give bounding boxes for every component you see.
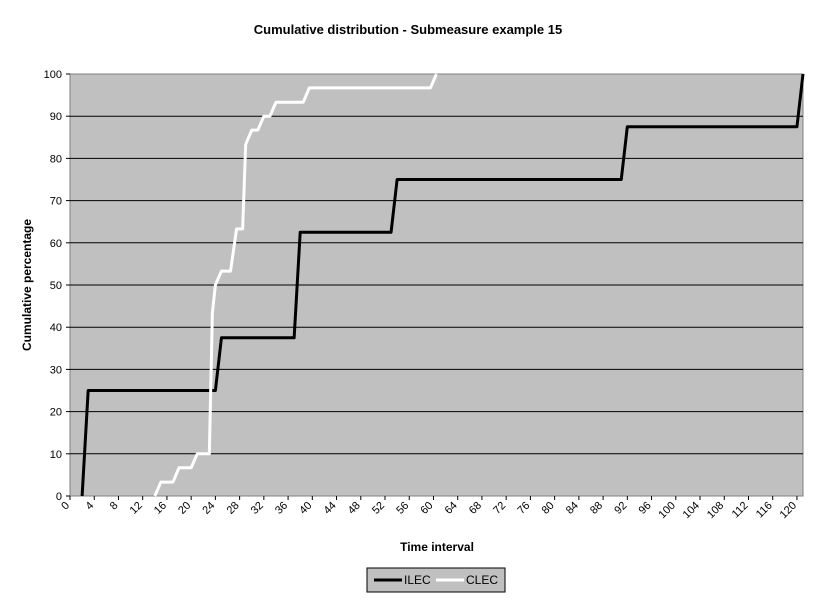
x-axis-title: Time interval — [400, 540, 474, 554]
legend-label-clec: CLEC — [466, 573, 498, 587]
x-tick-label: 4 — [84, 500, 97, 513]
x-tick-label: 64 — [443, 500, 460, 517]
chart-title: Cumulative distribution - Submeasure exa… — [254, 22, 562, 37]
y-tick-label: 60 — [50, 238, 62, 250]
x-tick-label: 40 — [297, 500, 314, 517]
y-tick-label: 80 — [50, 153, 62, 165]
x-tick-label: 88 — [588, 500, 605, 517]
x-tick-label: 84 — [564, 500, 581, 517]
y-tick-label: 10 — [50, 449, 62, 461]
x-tick-label: 72 — [491, 500, 508, 517]
x-tick-label: 116 — [754, 500, 775, 521]
x-tick-label: 44 — [322, 500, 339, 517]
legend: ILEC CLEC — [366, 567, 506, 593]
y-tick-labels: 0 10 20 30 40 50 60 70 80 90 100 — [44, 69, 70, 503]
series-lines — [80, 73, 805, 497]
x-tick-label: 16 — [152, 500, 169, 517]
x-tick-label: 80 — [540, 500, 557, 517]
x-tick-label: 60 — [418, 500, 435, 517]
x-tick-label: 92 — [612, 500, 629, 517]
x-tick-label: 8 — [108, 500, 121, 513]
x-tick-label: 96 — [637, 500, 654, 517]
y-tick-label: 40 — [50, 322, 62, 334]
series-line-ilec — [80, 73, 805, 497]
x-tick-label: 104 — [681, 500, 702, 521]
series-line-clec — [153, 73, 438, 497]
x-tick-labels: 0 4 8 12 16 20 24 28 32 36 40 44 48 52 56 60 64 68 72 76 80 8… — [59, 496, 799, 521]
x-tick-label: 100 — [656, 500, 677, 521]
x-tick-label: 108 — [705, 500, 726, 521]
y-tick-label: 70 — [50, 196, 62, 208]
x-tick-label: 56 — [394, 500, 411, 517]
x-tick-label: 112 — [730, 500, 751, 521]
x-tick-label: 28 — [225, 500, 242, 517]
x-tick-label: 48 — [346, 500, 363, 517]
y-tick-label: 20 — [50, 407, 62, 419]
legend-label-ilec: ILEC — [404, 573, 431, 587]
y-tick-label: 90 — [50, 111, 62, 123]
x-tick-label: 20 — [176, 500, 193, 517]
x-tick-label: 36 — [273, 500, 290, 517]
x-tick-label: 24 — [200, 500, 217, 517]
x-tick-label: 76 — [515, 500, 532, 517]
y-tick-label: 0 — [56, 491, 62, 503]
grid-lines — [70, 115, 803, 455]
y-tick-label: 50 — [50, 280, 62, 292]
x-tick-label: 32 — [249, 500, 266, 517]
x-tick-label: 52 — [370, 500, 387, 517]
y-tick-label: 30 — [50, 364, 62, 376]
x-tick-label: 12 — [128, 500, 145, 517]
y-tick-label: 100 — [44, 69, 62, 81]
x-tick-label: 0 — [59, 500, 72, 513]
x-tick-label: 120 — [778, 500, 799, 521]
y-axis-title: Cumulative percentage — [20, 219, 34, 351]
x-tick-label: 68 — [467, 500, 484, 517]
